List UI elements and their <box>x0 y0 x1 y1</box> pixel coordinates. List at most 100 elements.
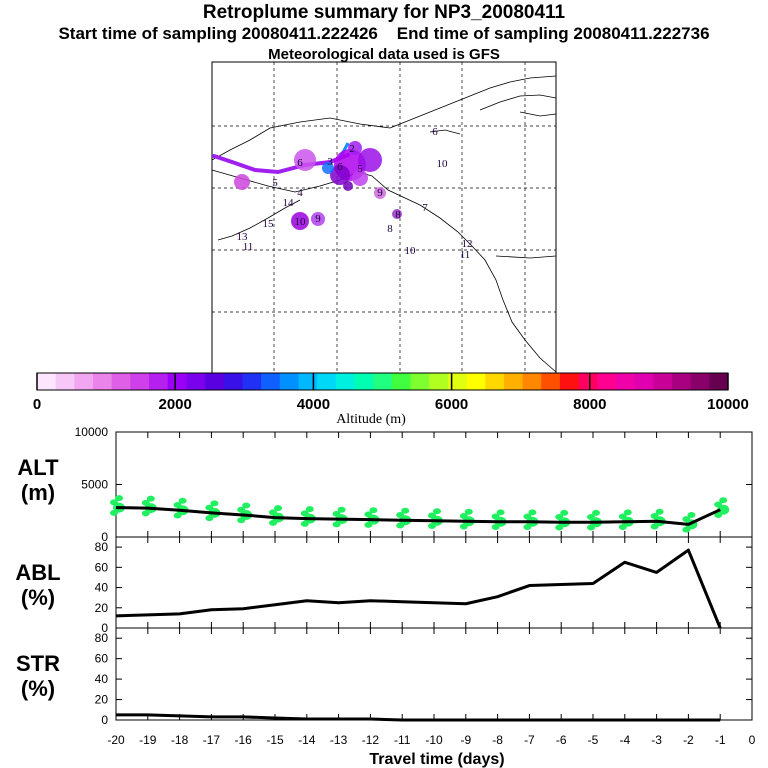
altitude-point <box>141 499 150 506</box>
altitude-point <box>523 513 532 520</box>
panel-frame <box>115 536 753 629</box>
particle-cloud <box>352 170 368 186</box>
altitude-point <box>396 511 405 518</box>
altitude-point <box>173 501 182 508</box>
y-tick-label: 60 <box>95 560 109 574</box>
y-tick-label: 5000 <box>81 478 108 492</box>
colorbar-swatch <box>391 373 412 390</box>
x-tick-label: -2 <box>683 733 694 747</box>
altitude-point <box>364 511 373 518</box>
altitude-point <box>332 510 341 517</box>
x-tick-label: -3 <box>651 733 662 747</box>
x-tick-label: -17 <box>203 733 221 747</box>
colorbar-swatch <box>597 373 617 390</box>
particle-cloud <box>294 149 316 171</box>
x-tick-label: -1 <box>715 733 726 747</box>
coastline <box>495 255 557 259</box>
altitude-point <box>623 509 632 516</box>
colorbar-swatch <box>559 373 580 390</box>
series-line <box>115 506 721 526</box>
y-tick-label: 60 <box>95 652 109 666</box>
colorbar-swatch <box>205 373 225 390</box>
y-tick-label: 0 <box>101 713 108 727</box>
series-line <box>116 713 721 722</box>
colorbar-swatch <box>615 373 636 390</box>
map-day-label: 11 <box>460 249 471 261</box>
altitude-point <box>717 504 730 515</box>
colorbar-swatch <box>93 373 113 390</box>
altitude-point <box>178 497 187 504</box>
met-data-label: Meteorological data used is GFS <box>268 46 500 63</box>
coastline <box>479 94 557 111</box>
colorbar-swatch <box>279 373 299 390</box>
map-day-label: 6 <box>432 126 438 138</box>
colorbar-swatch <box>55 373 75 390</box>
end-time-label: End time of sampling 20080411.222736 <box>396 24 710 43</box>
colorbar-swatch <box>690 373 710 390</box>
colorbar-swatch <box>37 373 57 390</box>
x-tick-label: -4 <box>619 733 630 747</box>
altitude-point <box>337 506 346 513</box>
map-day-label: 2 <box>349 143 355 155</box>
map-day-label: 4 <box>297 187 303 199</box>
colorbar-tick-label: 6000 <box>435 396 468 413</box>
y-tick-label: 0 <box>101 621 108 635</box>
altitude-point <box>433 508 441 515</box>
x-tick-label: -19 <box>139 733 157 747</box>
altitude-point <box>464 508 473 515</box>
x-tick-label: -20 <box>107 733 125 747</box>
altitude-point <box>491 513 500 520</box>
altitude-point <box>237 506 246 513</box>
map-day-label: 12 <box>462 238 473 250</box>
colorbar-tick-label: 2000 <box>159 396 192 413</box>
altitude-point <box>592 509 600 516</box>
y-tick-label: 20 <box>95 693 109 707</box>
altitude-point <box>618 513 627 520</box>
colorbar-swatch <box>466 373 486 390</box>
x-tick-label: -9 <box>460 733 471 747</box>
map-day-label: 9 <box>315 213 321 225</box>
altitude-point <box>687 511 696 518</box>
colorbar-swatch <box>130 373 150 390</box>
panel-ylabel: ABL <box>15 560 60 585</box>
coastline <box>217 199 301 241</box>
map-day-label: 15 <box>263 218 275 230</box>
coastline <box>519 111 557 117</box>
colorbar-swatch <box>634 373 654 390</box>
particle-cloud <box>374 187 386 199</box>
y-tick-label: 20 <box>95 601 109 615</box>
colorbar-swatch <box>671 373 692 390</box>
x-tick-label: -6 <box>556 733 567 747</box>
map-day-label: 5 <box>272 177 278 189</box>
chart-title: Retroplume summary for NP3_20080411 <box>202 2 566 23</box>
colorbar-swatch <box>653 373 673 390</box>
x-tick-label: -14 <box>298 733 316 747</box>
colorbar-swatch <box>149 373 169 390</box>
particle-cloud <box>392 209 402 219</box>
colorbar-swatch <box>485 373 505 390</box>
altitude-point <box>300 510 309 517</box>
map-day-label: 6 <box>297 157 303 169</box>
altitude-point <box>714 501 723 508</box>
colorbar-swatch <box>410 373 430 390</box>
series-line <box>115 548 722 629</box>
altitude-point <box>496 509 505 516</box>
map-day-label: 6 <box>337 161 343 173</box>
altitude-point <box>205 504 214 511</box>
map-day-label: 9 <box>377 187 383 199</box>
altitude-point <box>560 509 569 516</box>
altitude-point <box>650 513 659 519</box>
altitude-point <box>587 514 595 521</box>
x-tick-label: -5 <box>588 733 599 747</box>
trajectory-line <box>212 153 350 175</box>
colorbar-swatch <box>242 373 262 390</box>
y-tick-label: 80 <box>95 631 109 645</box>
colorbar-tick-label: 4000 <box>297 396 330 413</box>
x-tick-label: -10 <box>425 733 443 747</box>
colorbar-swatch <box>541 373 561 390</box>
x-tick-label: -15 <box>266 733 284 747</box>
particle-cloud <box>343 181 353 191</box>
colorbar-label: Altitude (m) <box>336 412 406 427</box>
colorbar-swatch <box>317 373 337 390</box>
